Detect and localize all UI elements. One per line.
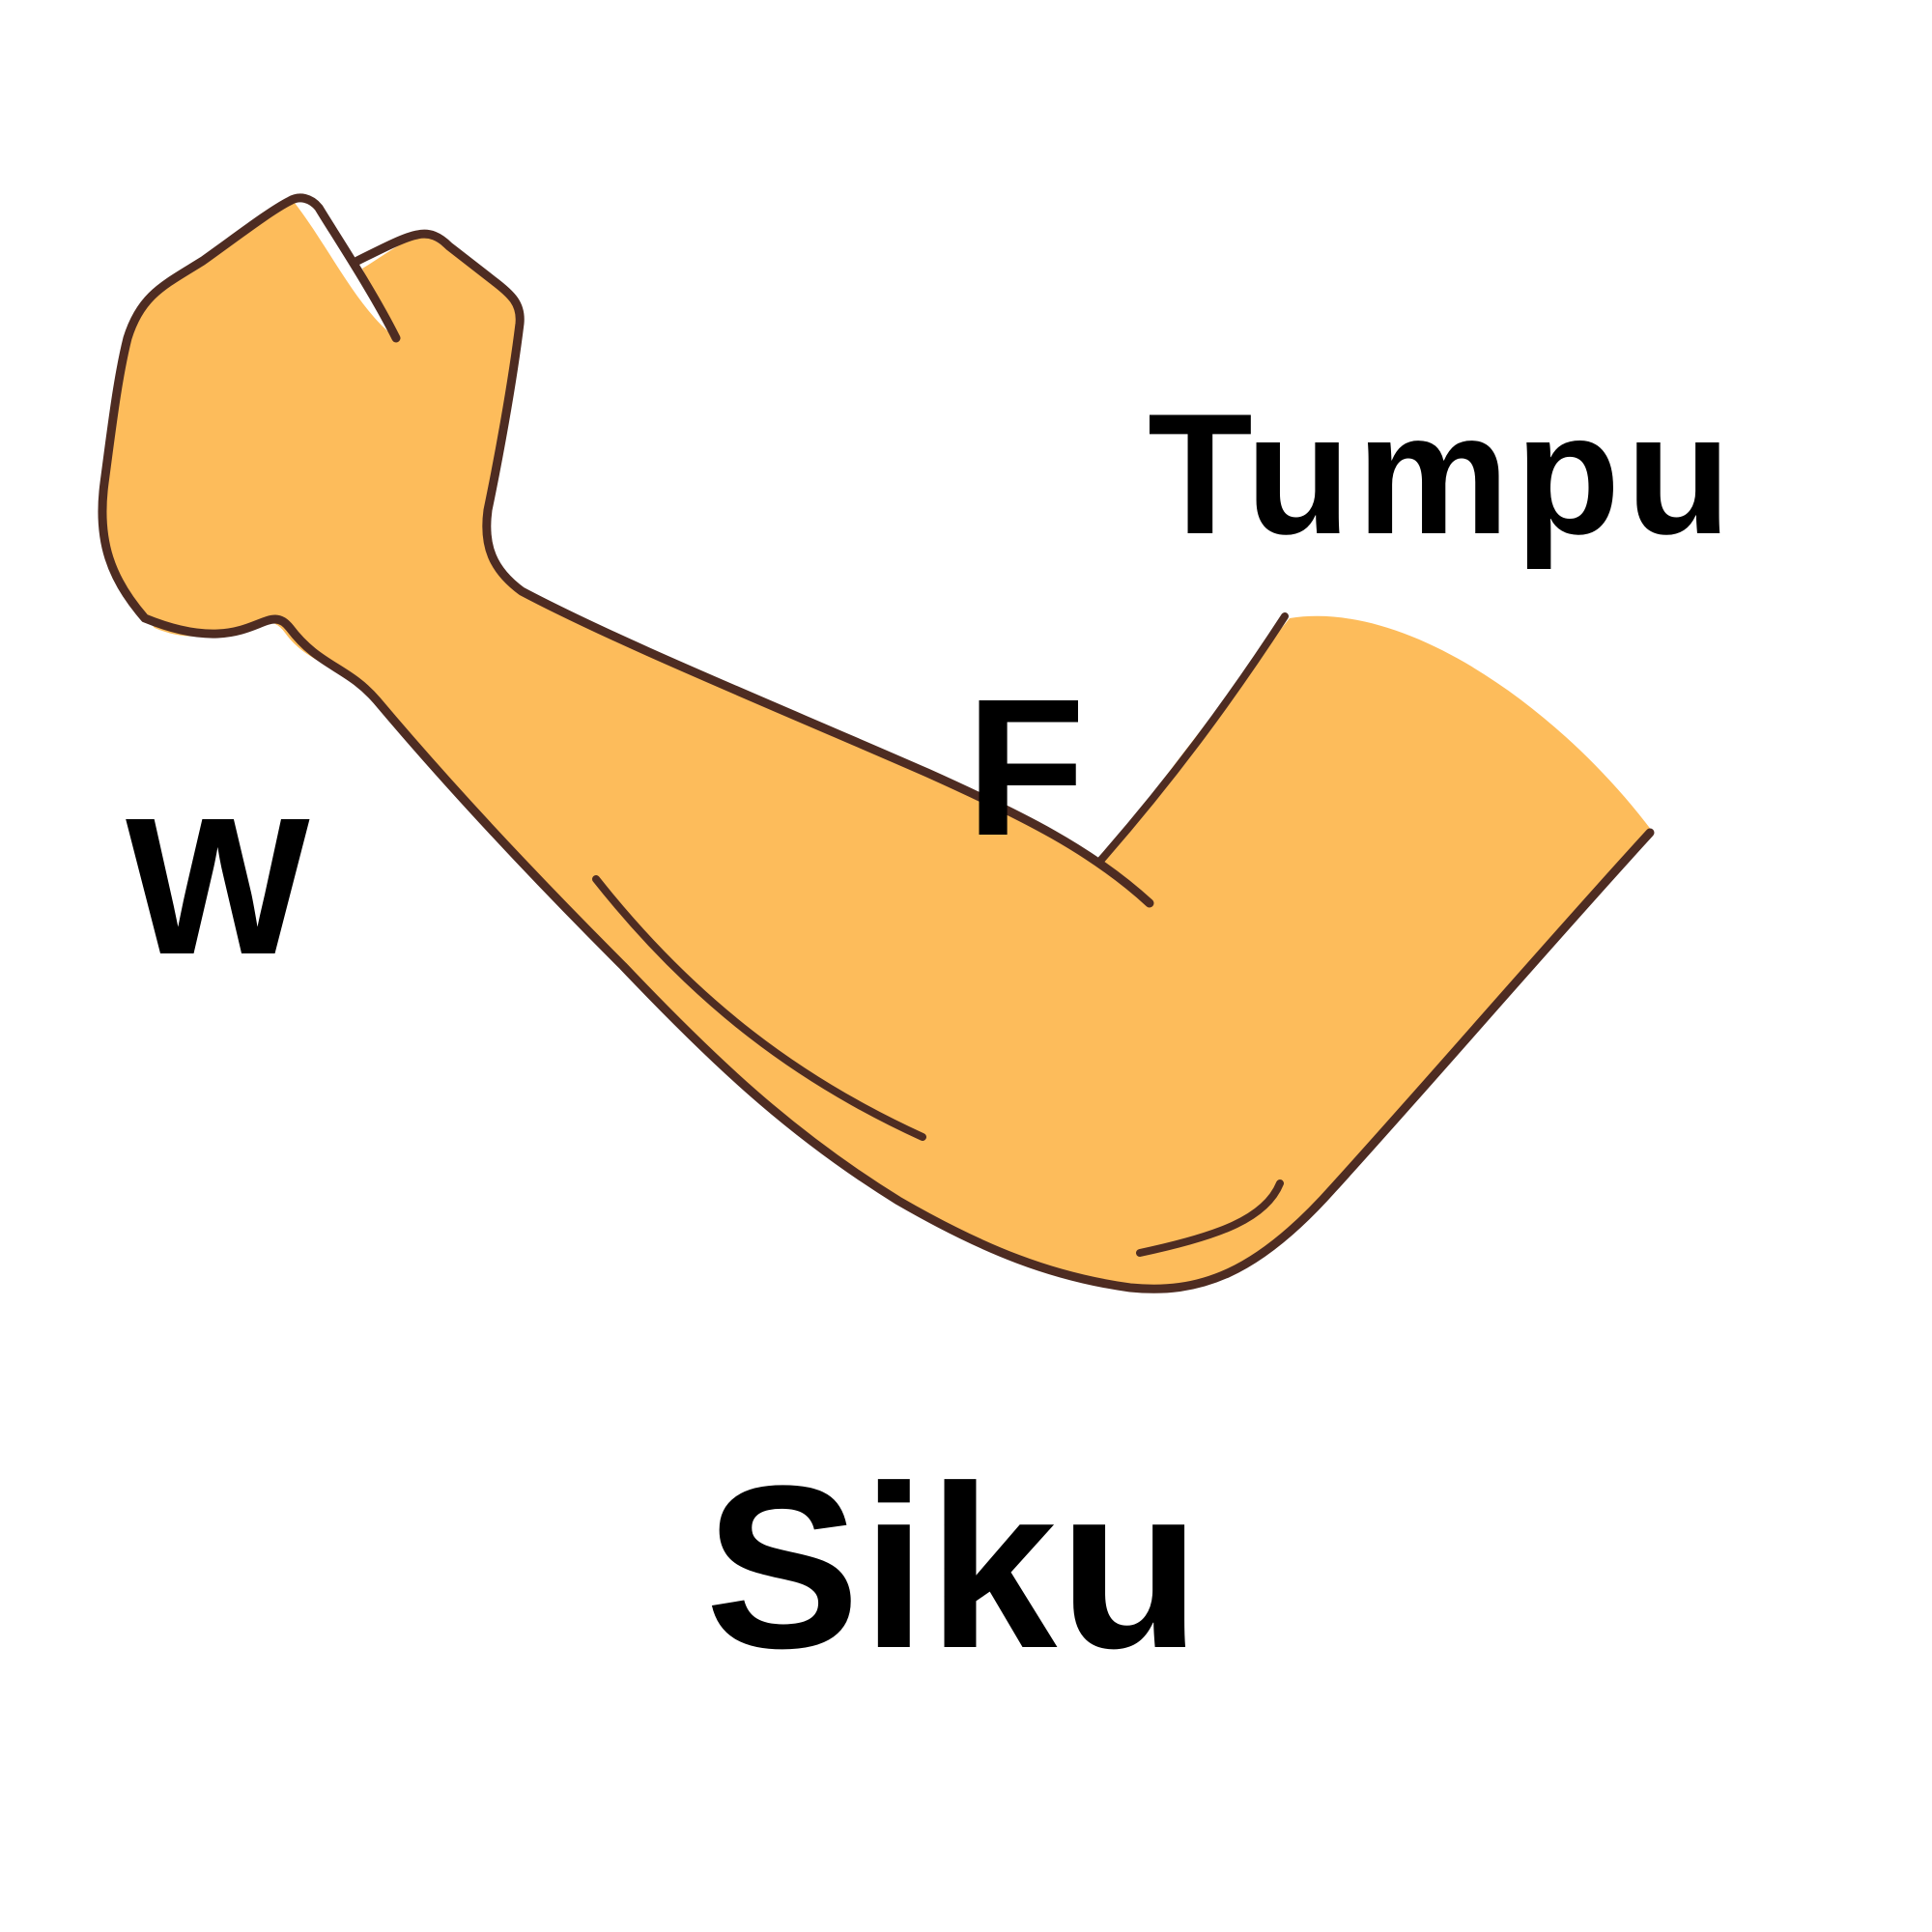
fulcrum-label: Tumpu [1148,378,1737,570]
elbow-crease [1136,1179,1284,1257]
biceps-line [1097,612,1289,864]
forearm-crease [592,875,926,1141]
arm-skin [104,203,1653,1290]
arm-outline [98,193,1655,1293]
force-label: F [966,658,1086,876]
elbow-label: Siku [705,1437,1203,1696]
weight-label: W [126,777,310,995]
arm-outline-upper [353,229,1154,908]
